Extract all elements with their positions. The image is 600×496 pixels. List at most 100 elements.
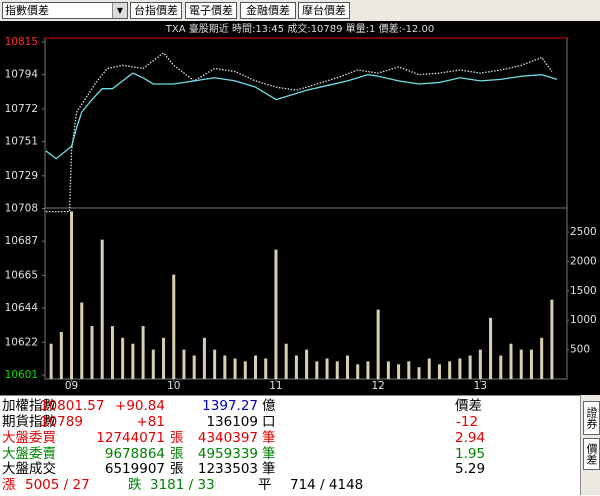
table-cell: 筆 <box>262 430 276 446</box>
y2-tick-label: 2000 <box>570 255 597 267</box>
table-cell: 億 <box>262 398 276 414</box>
y-tick-label: 10708 <box>5 203 38 215</box>
volume-bar <box>407 361 411 379</box>
table-cell: 4340397 <box>197 430 258 446</box>
volume-bar <box>90 326 94 379</box>
table-cell: 12744071 <box>96 430 165 446</box>
table-cell: 9678864 <box>104 446 165 462</box>
toolbar-button[interactable]: 摩台價差 <box>298 2 350 19</box>
volume-bar <box>366 361 370 379</box>
volume-bar <box>141 326 145 379</box>
volume-bar <box>468 355 472 379</box>
volume-bar <box>335 361 339 379</box>
volume-bar <box>243 361 247 379</box>
y-tick-label: 10794 <box>5 69 39 81</box>
volume-bar <box>80 302 84 379</box>
table-cell: 10801.57 <box>40 398 105 414</box>
side-tab[interactable]: 證券 <box>583 401 600 435</box>
volume-bar <box>427 358 431 379</box>
quote-table: 加權指數 10801.57 +90.84 1397.27 億 價差 期貨指數 10789 +81… <box>0 395 580 496</box>
y-tick-label: 10644 <box>5 302 39 314</box>
volume-bar <box>509 343 513 379</box>
side-tabs: 證券 價差 <box>580 395 600 495</box>
toolbar-button[interactable]: 金融價差 <box>240 2 296 19</box>
table-cell: 2.94 <box>455 430 486 446</box>
volume-bar <box>264 358 268 379</box>
table-cell: 714 / 4148 <box>290 477 364 493</box>
y-tick-label: 10772 <box>5 103 38 115</box>
volume-bar <box>254 355 258 379</box>
toolbar-button[interactable]: 台指價差 <box>130 2 182 19</box>
y2-tick-label: 500 <box>570 344 590 356</box>
x-tick-label: 11 <box>269 380 282 392</box>
table-cell: 136109 <box>206 414 258 430</box>
table-cell: 口 <box>262 414 276 430</box>
table-cell: 筆 <box>262 446 276 462</box>
table-cell: 跌 <box>128 477 142 493</box>
table-cell: 價差 <box>455 398 482 414</box>
price-line <box>46 51 553 213</box>
volume-bar <box>121 337 125 379</box>
price-line <box>45 72 558 160</box>
volume-bar <box>437 364 441 379</box>
volume-bar <box>274 249 278 379</box>
volume-bar <box>417 367 421 379</box>
volume-bar <box>529 349 533 379</box>
side-tab[interactable]: 價差 <box>583 438 600 470</box>
volume-bar <box>458 358 462 379</box>
volume-bar <box>202 337 206 379</box>
table-cell: 張 <box>170 446 184 462</box>
y-tick-label: 10601 <box>5 369 38 381</box>
table-cell: 6519907 <box>104 461 165 477</box>
volume-bar <box>397 364 401 379</box>
table-cell: 漲 <box>2 477 16 493</box>
volume-bar <box>478 349 482 379</box>
y2-tick-label: 2500 <box>570 226 597 238</box>
table-cell: 大盤委買 <box>2 430 56 446</box>
chart-title: TXA 臺股期近 時間:13:45 成交:10789 單量:1 價差:-12.0… <box>165 22 434 35</box>
x-tick-label: 10 <box>167 380 180 392</box>
volume-bar <box>182 349 186 379</box>
x-tick-label: 09 <box>65 380 78 392</box>
table-cell: 加權指數 <box>2 398 56 414</box>
dropdown-arrow[interactable]: ▼ <box>112 3 127 18</box>
volume-bar <box>325 358 329 379</box>
volume-bar <box>540 337 544 379</box>
table-cell: 張 <box>170 430 184 446</box>
table-cell: 1233503 <box>197 461 258 477</box>
volume-bar <box>223 355 227 379</box>
volume-bar <box>49 343 53 379</box>
volume-bar <box>489 317 493 379</box>
volume-bar <box>386 361 390 379</box>
y-tick-label: 10665 <box>5 269 38 281</box>
volume-bar <box>100 239 104 379</box>
table-cell: 3181 / 33 <box>150 477 215 493</box>
index-dropdown[interactable]: 指數價差 ▼ <box>2 2 128 19</box>
volume-bar <box>294 355 298 379</box>
table-cell: 大盤成交 <box>2 461 56 477</box>
table-cell: 1.95 <box>455 446 486 462</box>
volume-bar <box>499 355 503 379</box>
volume-bar <box>356 364 360 379</box>
volume-bar <box>233 358 237 379</box>
y2-tick-label: 1500 <box>570 285 597 297</box>
y-tick-label: 10729 <box>5 170 38 182</box>
volume-bar <box>550 299 554 379</box>
table-cell: 平 <box>258 477 272 493</box>
volume-bar <box>213 349 217 379</box>
table-cell: 期貨指數 <box>2 414 56 430</box>
volume-bar <box>345 355 349 379</box>
volume-bar <box>131 343 135 379</box>
x-tick-label: 13 <box>474 380 487 392</box>
y-tick-label: 10751 <box>5 136 38 148</box>
table-cell: +90.84 <box>115 398 165 414</box>
table-cell: 筆 <box>262 461 276 477</box>
chart: TXA 臺股期近 時間:13:45 成交:10789 單量:1 價差:-12.0… <box>0 21 600 395</box>
toolbar-button[interactable]: 電子價差 <box>185 2 237 19</box>
x-tick-label: 12 <box>371 380 384 392</box>
volume-bar <box>151 349 155 379</box>
volume-bar <box>162 337 166 379</box>
volume-bar <box>315 361 319 379</box>
y-tick-label: 10687 <box>5 235 38 247</box>
